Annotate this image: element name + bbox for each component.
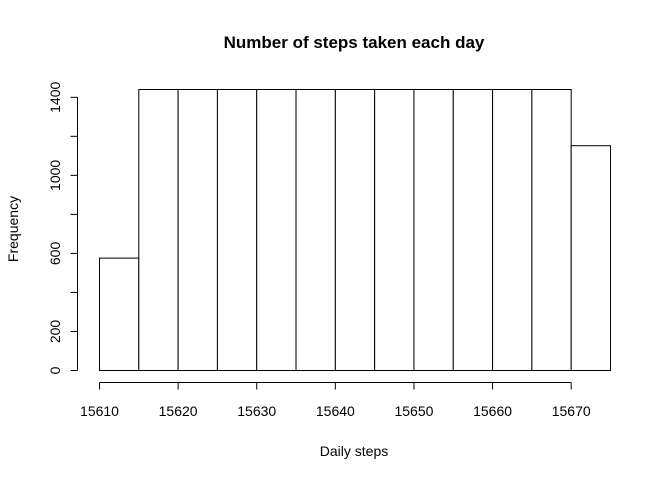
y-tick-label-4: 1400 <box>47 82 63 113</box>
x-axis: 15610 15620 15630 15640 15650 15660 15670 <box>80 382 591 419</box>
x-tick-label-5: 15660 <box>473 403 512 419</box>
y-tick-label-0: 0 <box>47 366 63 374</box>
histogram-bars <box>99 89 612 372</box>
x-tick-label-4: 15650 <box>394 403 433 419</box>
histogram-bar-12 <box>570 145 612 371</box>
histogram-bar-0 <box>99 257 140 372</box>
x-tick-label-2: 15630 <box>237 403 276 419</box>
chart-title: Number of steps taken each day <box>224 33 485 52</box>
histogram-bar-11 <box>531 89 572 371</box>
histogram-bar-2 <box>177 89 218 371</box>
x-tick-label-0: 15610 <box>80 403 119 419</box>
x-axis-title: Daily steps <box>320 443 388 459</box>
y-axis-title: Frequency <box>5 196 21 262</box>
histogram-bar-10 <box>492 89 533 371</box>
x-tick-label-3: 15640 <box>316 403 355 419</box>
y-tick-label-3: 1000 <box>47 160 63 191</box>
histogram-bar-6 <box>334 89 376 371</box>
x-tick-label-1: 15620 <box>159 403 198 419</box>
histogram-bar-4 <box>256 89 297 371</box>
histogram-bar-8 <box>413 89 454 371</box>
histogram-bar-3 <box>216 89 258 371</box>
histogram-bar-7 <box>374 89 415 371</box>
y-axis: 0 200 600 1000 1400 <box>47 82 78 374</box>
x-tick-label-6: 15670 <box>552 403 591 419</box>
histogram-bar-9 <box>452 89 494 371</box>
histogram-bar-5 <box>295 89 336 371</box>
histogram-bar-1 <box>138 89 179 371</box>
y-tick-label-2: 600 <box>47 242 63 266</box>
y-tick-label-1: 200 <box>47 320 63 344</box>
